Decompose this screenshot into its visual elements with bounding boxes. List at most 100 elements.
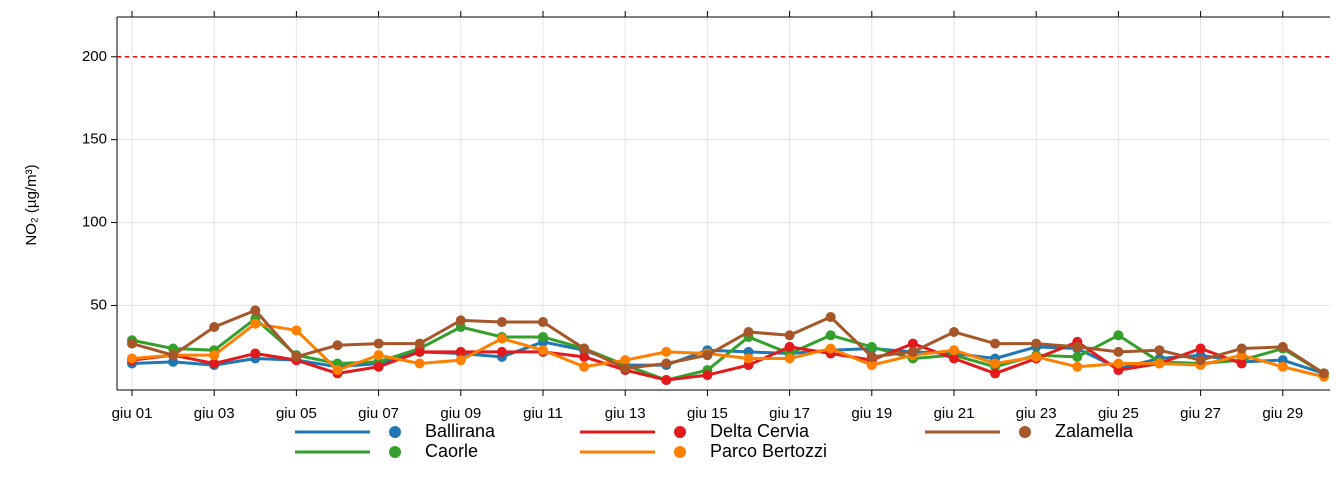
- data-point: [209, 350, 220, 361]
- data-point: [743, 326, 754, 337]
- data-point: [168, 350, 179, 361]
- data-point: [907, 338, 918, 349]
- x-tick-label: giu 03: [194, 405, 235, 422]
- data-point: [1072, 361, 1083, 372]
- data-point: [1072, 341, 1083, 352]
- data-point: [455, 346, 466, 357]
- data-point: [579, 351, 590, 362]
- data-point: [455, 315, 466, 326]
- y-tick-label: 50: [90, 296, 107, 313]
- data-point: [1277, 341, 1288, 352]
- data-point: [414, 358, 425, 369]
- data-point: [496, 346, 507, 357]
- x-tick-label: giu 19: [851, 405, 892, 422]
- data-point: [579, 343, 590, 354]
- data-point: [661, 346, 672, 357]
- data-point: [825, 343, 836, 354]
- data-point: [496, 317, 507, 328]
- data-point: [907, 346, 918, 357]
- data-point: [332, 365, 343, 376]
- data-point: [1195, 355, 1206, 366]
- data-point: [661, 358, 672, 369]
- data-point: [661, 375, 672, 386]
- data-point: [414, 338, 425, 349]
- data-point: [784, 341, 795, 352]
- data-point: [250, 348, 261, 359]
- series-line: [131, 322, 1325, 379]
- data-point: [784, 353, 795, 364]
- data-point: [825, 330, 836, 341]
- data-point: [784, 330, 795, 341]
- data-point: [702, 370, 713, 381]
- data-point: [209, 322, 220, 333]
- legend-label: Caorle: [425, 441, 478, 461]
- data-point: [455, 355, 466, 366]
- y-tick-label: 100: [82, 214, 107, 231]
- data-point: [332, 340, 343, 351]
- x-tick-label: giu 11: [523, 405, 563, 422]
- legend-label: Delta Cervia: [710, 421, 810, 441]
- x-tick-label: giu 21: [934, 405, 975, 422]
- data-point: [579, 361, 590, 372]
- data-point: [496, 333, 507, 344]
- data-point: [1113, 346, 1124, 357]
- legend-label: Parco Bertozzi: [710, 441, 827, 461]
- data-point: [209, 358, 220, 369]
- x-tick-label: giu 13: [605, 405, 646, 422]
- data-point: [949, 353, 959, 364]
- data-point: [291, 325, 302, 336]
- data-point: [620, 355, 631, 366]
- data-point: [1031, 351, 1042, 362]
- x-tick-label: giu 05: [276, 405, 317, 422]
- data-point: [373, 350, 384, 361]
- x-tick-label: giu 27: [1180, 405, 1221, 422]
- data-point: [414, 346, 425, 357]
- data-point: [250, 318, 261, 329]
- data-point: [949, 326, 959, 337]
- legend-dot: [389, 446, 401, 458]
- data-point: [825, 312, 836, 323]
- data-point: [1318, 368, 1329, 379]
- data-point: [538, 345, 548, 356]
- data-point: [866, 341, 877, 352]
- data-point: [866, 360, 877, 371]
- x-tick-label: giu 15: [687, 405, 728, 422]
- data-point: [1072, 351, 1083, 362]
- legend-label: Zalamella: [1055, 421, 1134, 441]
- y-tick-label: 200: [82, 48, 107, 65]
- data-point: [127, 353, 137, 364]
- data-point: [1031, 338, 1042, 349]
- data-point: [1277, 361, 1288, 372]
- x-tick-label: giu 07: [358, 405, 399, 422]
- data-point: [1154, 358, 1165, 369]
- legend-label: Ballirana: [425, 421, 496, 441]
- data-point: [990, 338, 1001, 349]
- x-tick-label: giu 17: [769, 405, 810, 422]
- data-point: [990, 358, 1001, 369]
- x-tick-label: giu 01: [112, 405, 153, 422]
- data-point: [538, 317, 548, 328]
- data-point: [990, 368, 1001, 379]
- y-tick-label: 150: [82, 131, 107, 148]
- data-point: [291, 351, 302, 362]
- data-point: [949, 345, 959, 356]
- x-tick-label: giu 25: [1098, 405, 1139, 422]
- legend-dot: [674, 446, 686, 458]
- x-tick-label: giu 29: [1262, 405, 1303, 422]
- data-point: [373, 338, 384, 349]
- data-point: [373, 361, 384, 372]
- data-point: [1154, 345, 1165, 356]
- data-point: [743, 353, 754, 364]
- data-point: [866, 351, 877, 362]
- data-point: [1236, 343, 1247, 354]
- data-point: [1195, 343, 1206, 354]
- data-point: [1113, 330, 1124, 341]
- x-tick-label: giu 23: [1016, 405, 1057, 422]
- legend-dot: [1019, 426, 1031, 438]
- series-line: [131, 340, 1325, 375]
- legend-dot: [674, 426, 686, 438]
- data-point: [1113, 358, 1124, 369]
- data-point: [127, 338, 137, 349]
- y-axis-label: NO₂ (µg/m³): [23, 164, 40, 245]
